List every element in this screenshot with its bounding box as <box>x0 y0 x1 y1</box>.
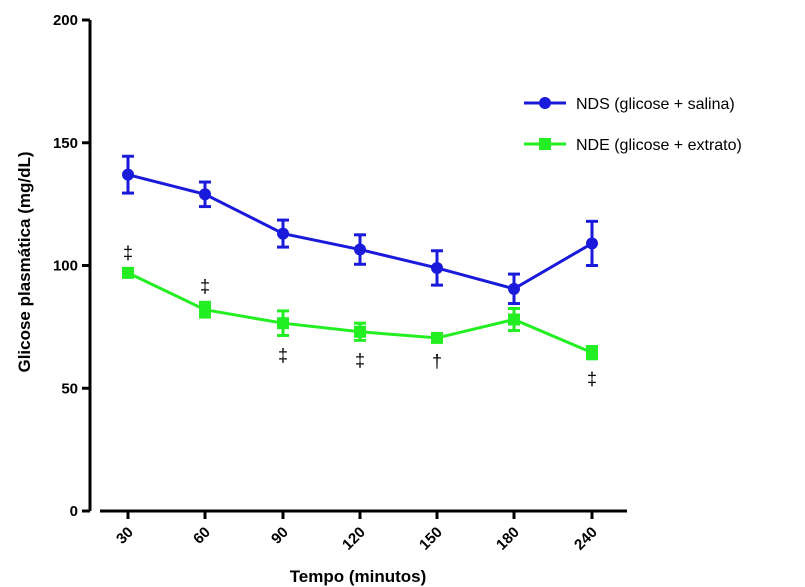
x-tick-label: 90 <box>268 524 292 548</box>
data-point <box>431 261 443 274</box>
data-point <box>431 331 443 344</box>
series-1 <box>122 154 598 306</box>
series-layer <box>122 154 598 361</box>
legend-item: NDE (glicose + extrato) <box>524 137 742 154</box>
y-tick-label: 50 <box>61 380 78 397</box>
x-tick-label: 120 <box>339 524 369 554</box>
y-tick-label: 0 <box>70 503 78 520</box>
y-axis-title: Glicose plasmática (mg/dL) <box>15 151 34 372</box>
data-point <box>354 325 366 338</box>
legend-marker <box>539 97 551 109</box>
x-tick-label: 180 <box>493 524 523 554</box>
significance-marker: ‡ <box>123 243 133 263</box>
x-axis-title: Tempo (minutos) <box>290 567 427 586</box>
x-tick-label: 30 <box>113 524 137 548</box>
data-point <box>277 317 289 330</box>
series-line <box>127 173 593 291</box>
axes: 0 50 100 150 200 30 60 90 120 150 180 240 <box>53 12 627 554</box>
x-tick-label: 150 <box>416 524 446 554</box>
significance-marker: ‡ <box>587 369 597 389</box>
data-point <box>122 168 134 181</box>
legend-label: NDE (glicose + extrato) <box>576 137 742 154</box>
y-tick-label: 100 <box>53 258 78 275</box>
data-point <box>508 282 520 295</box>
y-tick-label: 150 <box>53 135 78 152</box>
data-point <box>586 237 598 250</box>
significance-marker: ‡ <box>200 276 210 296</box>
significance-marker: ‡ <box>278 345 288 365</box>
series-2 <box>122 266 598 361</box>
data-point <box>508 313 520 326</box>
legend: NDS (glicose + salina) NDE (glicose + ext… <box>524 96 742 154</box>
legend-label: NDS (glicose + salina) <box>576 96 735 113</box>
y-tick-label: 200 <box>53 12 78 29</box>
data-point <box>199 303 211 316</box>
data-point <box>586 346 598 359</box>
significance-marker: ‡ <box>355 350 365 370</box>
data-point <box>122 266 134 279</box>
data-point <box>354 243 366 256</box>
legend-item: NDS (glicose + salina) <box>524 96 735 113</box>
annotation-layer: ‡ ‡ ‡ ‡ † ‡ <box>123 243 597 389</box>
data-point <box>277 227 289 240</box>
significance-marker: † <box>432 352 442 372</box>
x-tick-label: 240 <box>571 524 601 554</box>
x-tick-label: 60 <box>190 524 214 548</box>
legend-marker <box>539 138 551 150</box>
data-point <box>199 188 211 201</box>
